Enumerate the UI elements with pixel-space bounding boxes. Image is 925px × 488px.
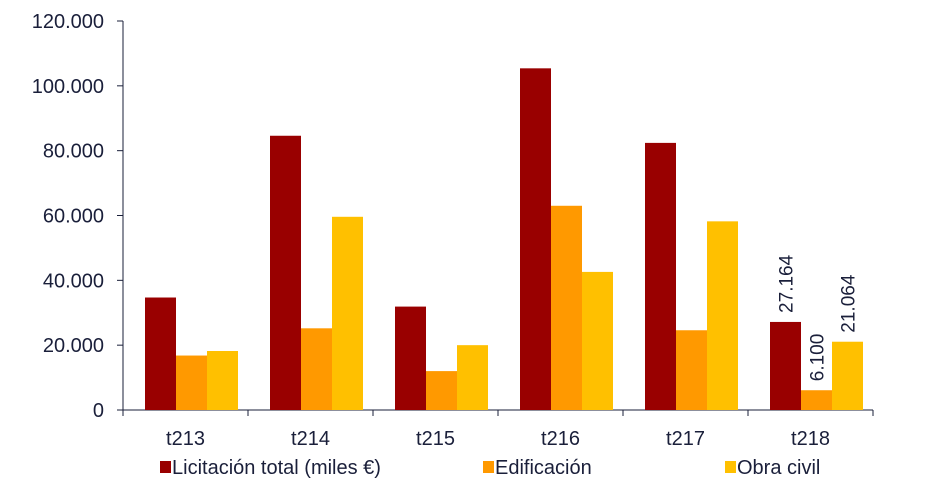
legend-label: Obra civil bbox=[737, 457, 820, 479]
bar-t214-series-2 bbox=[301, 328, 332, 410]
bar-t215-series-2 bbox=[426, 371, 457, 410]
x-tick-label: t214 bbox=[291, 428, 330, 450]
bar-t217-series-3 bbox=[707, 221, 738, 410]
y-tick-label: 0 bbox=[93, 400, 104, 422]
bar-t215-series-3 bbox=[457, 345, 488, 410]
bar-t218-series-3 bbox=[832, 341, 863, 410]
legend: Licitación total (miles €) Edificación Obr… bbox=[160, 457, 820, 479]
y-tick-label: 20.000 bbox=[43, 335, 104, 357]
y-tick-label: 60.000 bbox=[43, 206, 104, 228]
legend-swatch bbox=[725, 461, 736, 473]
x-axis: t213 t214 t215 t216 t217 t218 bbox=[122, 409, 874, 450]
bar-t217-series-1 bbox=[645, 142, 676, 411]
data-labels: 27.164 6.100 21.064 bbox=[777, 254, 860, 381]
x-tick-label: t216 bbox=[541, 428, 580, 450]
bar-t218-series-2 bbox=[801, 390, 832, 410]
legend-label: Licitación total (miles €) bbox=[172, 457, 381, 479]
legend-swatch bbox=[160, 461, 171, 473]
x-tick-label: t215 bbox=[416, 428, 455, 450]
bar-t216-series-2 bbox=[551, 205, 582, 410]
y-tick-label: 120.000 bbox=[32, 11, 104, 33]
y-axis: 0 20.000 40.000 60.000 80.000 100.000 120.000 bbox=[32, 11, 124, 422]
bar-t213-series-3 bbox=[207, 351, 238, 410]
data-label: 6.100 bbox=[808, 334, 829, 382]
y-tick-label: 40.000 bbox=[43, 270, 104, 292]
legend-label: Edificación bbox=[495, 457, 592, 479]
y-tick-label: 80.000 bbox=[43, 141, 104, 163]
bar-t218-series-1 bbox=[770, 321, 801, 410]
bar-t214-series-3 bbox=[332, 216, 363, 410]
x-tick-label: t217 bbox=[666, 428, 705, 450]
bars bbox=[145, 68, 863, 411]
bar-t215-series-1 bbox=[395, 306, 426, 410]
bar-t213-series-2 bbox=[176, 355, 207, 410]
bar-t214-series-1 bbox=[270, 135, 301, 410]
bar-t213-series-1 bbox=[145, 297, 176, 410]
bar-t217-series-2 bbox=[676, 330, 707, 410]
bar-t216-series-1 bbox=[520, 68, 551, 410]
data-label: 21.064 bbox=[839, 274, 860, 333]
y-tick-label: 100.000 bbox=[32, 76, 104, 98]
x-tick-label: t213 bbox=[166, 428, 205, 450]
legend-swatch bbox=[483, 461, 494, 473]
data-label: 27.164 bbox=[777, 254, 798, 313]
x-tick-label: t218 bbox=[791, 428, 830, 450]
bar-t216-series-3 bbox=[582, 271, 613, 410]
